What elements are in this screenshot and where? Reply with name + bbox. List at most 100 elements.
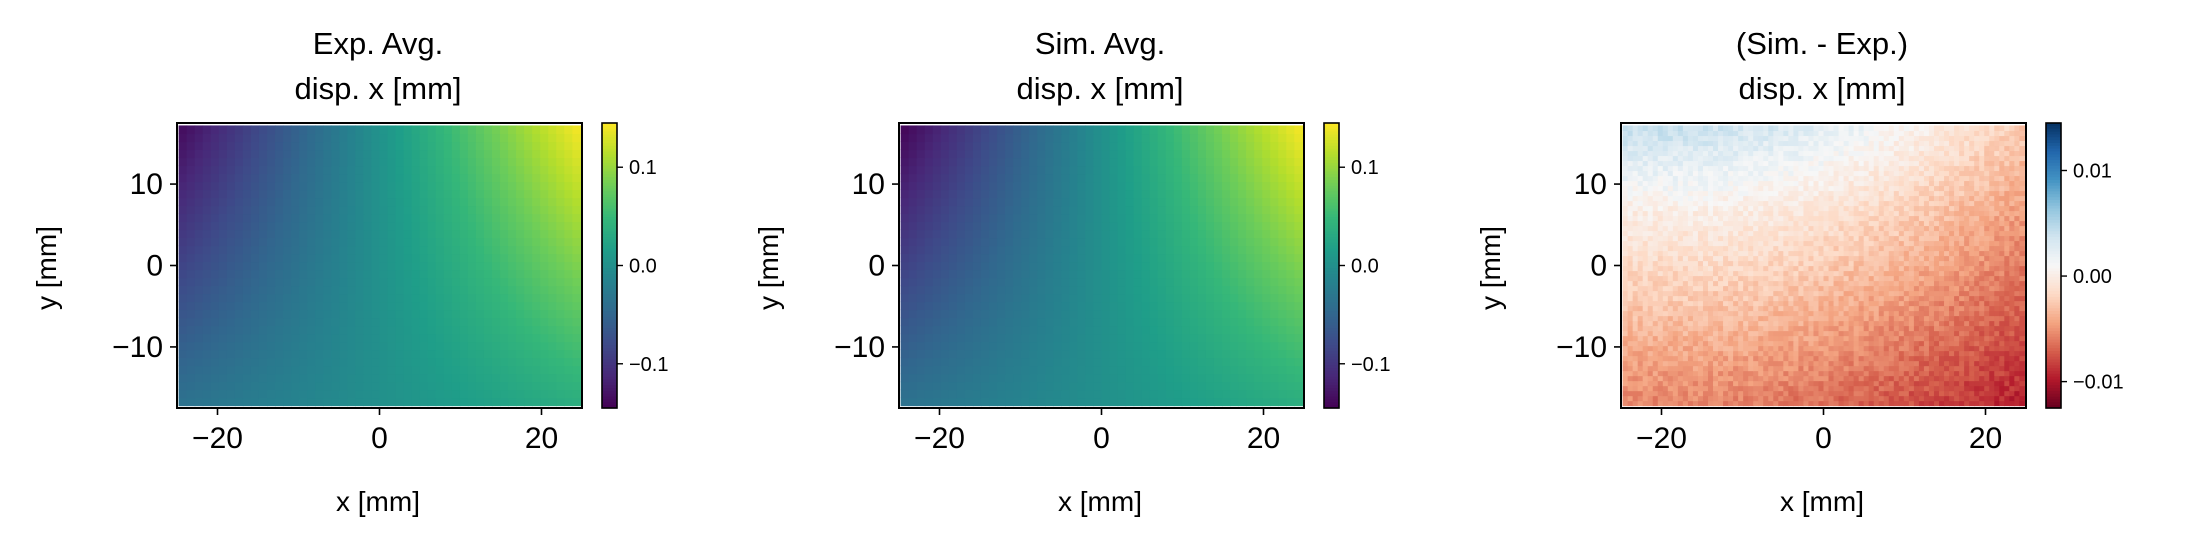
heatmap-cell — [1061, 357, 1070, 367]
heatmap-cell — [1085, 357, 1095, 367]
heatmap-cell — [371, 173, 381, 183]
heatmap-cell — [1222, 293, 1231, 303]
heatmap-cell — [1197, 285, 1207, 295]
heatmap-cell — [1939, 380, 1945, 387]
heatmap-cell — [1029, 293, 1038, 303]
heatmap-cell — [1758, 370, 1764, 377]
heatmap-cell — [980, 245, 990, 255]
heatmap-cell — [218, 157, 228, 167]
colorbar-segment — [1324, 282, 1339, 287]
heatmap-cell — [242, 333, 252, 343]
heatmap-cell — [218, 237, 228, 247]
heatmap-cell — [1888, 355, 1895, 362]
heatmap-cell — [1262, 197, 1271, 207]
heatmap-cell — [1189, 277, 1199, 287]
heatmap-cell — [1642, 330, 1649, 337]
heatmap-cell — [500, 325, 509, 335]
heatmap-cell — [980, 333, 990, 343]
heatmap-cell — [178, 285, 188, 295]
heatmap-cell — [1632, 390, 1639, 397]
heatmap-cell — [379, 133, 389, 143]
x-tick-label: −20 — [914, 422, 965, 455]
heatmap-cell — [948, 197, 958, 207]
colorbar-segment — [602, 225, 617, 230]
heatmap-cell — [283, 373, 292, 383]
heatmap-cell — [1270, 173, 1279, 183]
heatmap-cell — [1270, 381, 1279, 391]
heatmap-cell — [1692, 330, 1699, 337]
heatmap-cell — [1013, 269, 1022, 279]
heatmap-cell — [178, 341, 188, 351]
heatmap-cell — [1833, 370, 1840, 377]
heatmap-cell — [226, 189, 236, 199]
heatmap-cell — [1969, 360, 1975, 367]
heatmap-cell — [556, 197, 565, 207]
heatmap-cell — [932, 237, 942, 247]
heatmap-cell — [516, 317, 525, 327]
heatmap-cell — [355, 309, 365, 319]
heatmap-cell — [1109, 213, 1119, 223]
heatmap-cell — [1141, 389, 1151, 399]
heatmap-cell — [403, 165, 413, 175]
heatmap-cell — [283, 205, 292, 215]
heatmap-cell — [1246, 245, 1255, 255]
heatmap-cell — [435, 349, 445, 359]
heatmap-cell — [1037, 301, 1046, 311]
heatmap-cell — [1637, 370, 1644, 377]
heatmap-cell — [1964, 330, 1970, 337]
heatmap-cell — [210, 333, 220, 343]
heatmap-cell — [315, 237, 324, 247]
heatmap-cell — [1944, 345, 1950, 352]
heatmap-cell — [1238, 157, 1247, 167]
heatmap-cell — [459, 237, 469, 247]
heatmap-cell — [1213, 277, 1223, 287]
heatmap-cell — [1246, 213, 1255, 223]
heatmap-cell — [1662, 375, 1669, 382]
heatmap-cell — [1898, 330, 1905, 337]
heatmap-cell — [371, 141, 381, 151]
heatmap-cell — [483, 317, 493, 327]
heatmap-cell — [997, 181, 1006, 191]
heatmap-cell — [1270, 349, 1279, 359]
heatmap-cell — [540, 373, 549, 383]
heatmap-cell — [1622, 345, 1629, 352]
heatmap-cell — [997, 245, 1006, 255]
heatmap-cell — [564, 277, 573, 287]
heatmap-cell — [940, 325, 950, 335]
heatmap-cell — [1109, 269, 1119, 279]
heatmap-cell — [1069, 205, 1078, 215]
heatmap-cell — [916, 261, 926, 271]
heatmap-cell — [1903, 375, 1910, 382]
heatmap-cell — [283, 317, 292, 327]
heatmap-cell — [186, 205, 196, 215]
heatmap-cell — [508, 237, 517, 247]
heatmap-cell — [500, 133, 509, 143]
heatmap-cell — [1205, 381, 1215, 391]
heatmap-cell — [467, 357, 477, 367]
heatmap-cell — [242, 189, 252, 199]
heatmap-cell — [258, 309, 268, 319]
heatmap-cell — [508, 325, 517, 335]
heatmap-cell — [2014, 350, 2020, 357]
heatmap-cell — [323, 189, 332, 199]
heatmap-cell — [178, 325, 188, 335]
heatmap-cell — [355, 165, 365, 175]
heatmap-cell — [1687, 395, 1694, 402]
heatmap-cell — [1868, 375, 1875, 382]
heatmap-cell — [1788, 375, 1794, 382]
heatmap-cell — [331, 341, 340, 351]
colorbar-segment — [602, 137, 617, 141]
colorbar-segment — [602, 299, 617, 304]
heatmap-cell — [1213, 157, 1223, 167]
heatmap-cell — [1101, 133, 1111, 143]
heatmap-cell — [916, 325, 926, 335]
heatmap-cell — [339, 253, 348, 263]
heatmap-cell — [956, 229, 966, 239]
heatmap-cell — [548, 277, 557, 287]
heatmap-cell — [1677, 370, 1684, 377]
heatmap-cell — [908, 237, 918, 247]
heatmap-cell — [371, 341, 381, 351]
heatmap-cell — [403, 237, 413, 247]
heatmap-cell — [564, 349, 573, 359]
heatmap-cell — [218, 357, 228, 367]
